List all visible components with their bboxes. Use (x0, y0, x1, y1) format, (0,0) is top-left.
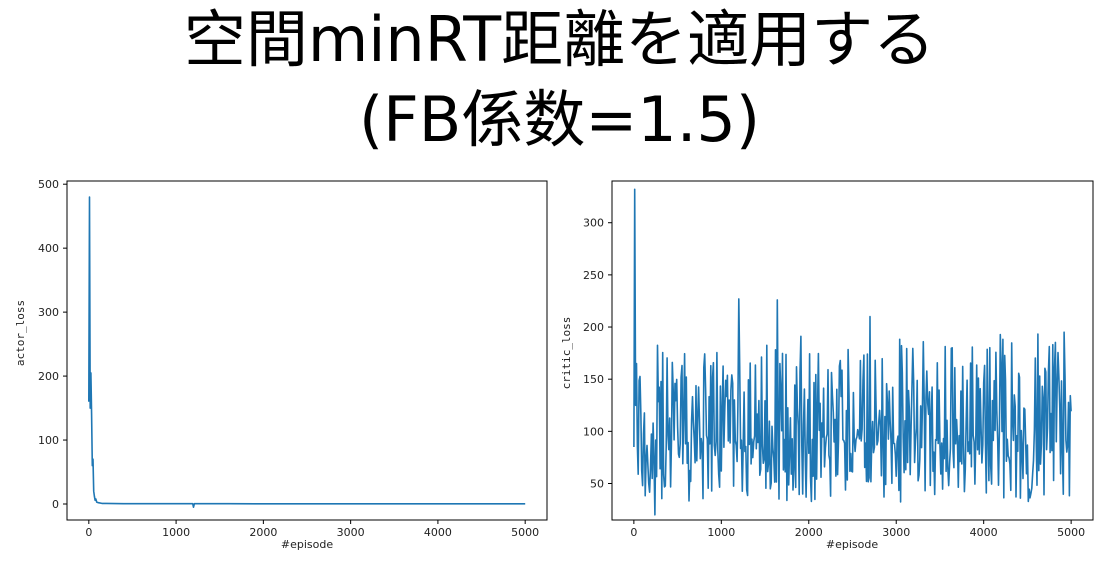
critic-x-tick-label: 2000 (795, 526, 823, 539)
actor-x-tick-label: 0 (85, 526, 92, 539)
critic-y-tick-label: 200 (583, 321, 604, 334)
critic-loss-chart: critic_loss #episode 0 1000 2000 3000 4000 50… (560, 180, 1094, 551)
actor-x-tick-label: 4000 (424, 526, 452, 539)
actor-y-tick-label: 200 (38, 370, 59, 383)
actor-x-tick-label: 5000 (511, 526, 539, 539)
actor-x-tick-label: 2000 (249, 526, 277, 539)
critic-y-tick-label: 100 (583, 425, 604, 438)
actor-loss-line (88, 196, 526, 508)
critic-y-tick-label: 250 (583, 269, 604, 282)
actor-y-axis-label: actor_loss (14, 300, 27, 366)
page-title-line-1: 空間minRT距離を適用する (183, 3, 936, 76)
critic-x-tick-label: 1000 (707, 526, 735, 539)
actor-loss-chart: actor_loss #episode 0 1000 2000 3000 4000 500… (14, 178, 548, 551)
critic-x-tick-label: 5000 (1057, 526, 1085, 539)
critic-y-tick-label: 300 (583, 217, 604, 230)
actor-x-tick-label: 3000 (337, 526, 365, 539)
actor-x-tick-label: 1000 (162, 526, 190, 539)
critic-x-tick-label: 0 (630, 526, 637, 539)
page-title-line-2: (FB係数=1.5) (358, 83, 761, 156)
critic-y-tick-label: 50 (590, 477, 604, 490)
actor-plot-frame (66, 180, 548, 521)
actor-ylabel-group: actor_loss (14, 300, 27, 366)
critic-y-axis-label: critic_loss (560, 317, 573, 390)
critic-y-tick-label: 150 (583, 373, 604, 386)
critic-x-axis-label: #episode (826, 538, 878, 551)
critic-x-tick-label: 4000 (970, 526, 998, 539)
critic-plot-frame (611, 180, 1094, 521)
critic-loss-line (633, 188, 1072, 516)
actor-y-tick-label: 100 (38, 434, 59, 447)
actor-y-tick-label: 0 (52, 498, 59, 511)
actor-y-tick-label: 400 (38, 242, 59, 255)
actor-y-tick-label: 500 (38, 178, 59, 191)
critic-x-tick-label: 3000 (882, 526, 910, 539)
actor-x-axis-label: #episode (281, 538, 333, 551)
actor-y-tick-label: 300 (38, 306, 59, 319)
